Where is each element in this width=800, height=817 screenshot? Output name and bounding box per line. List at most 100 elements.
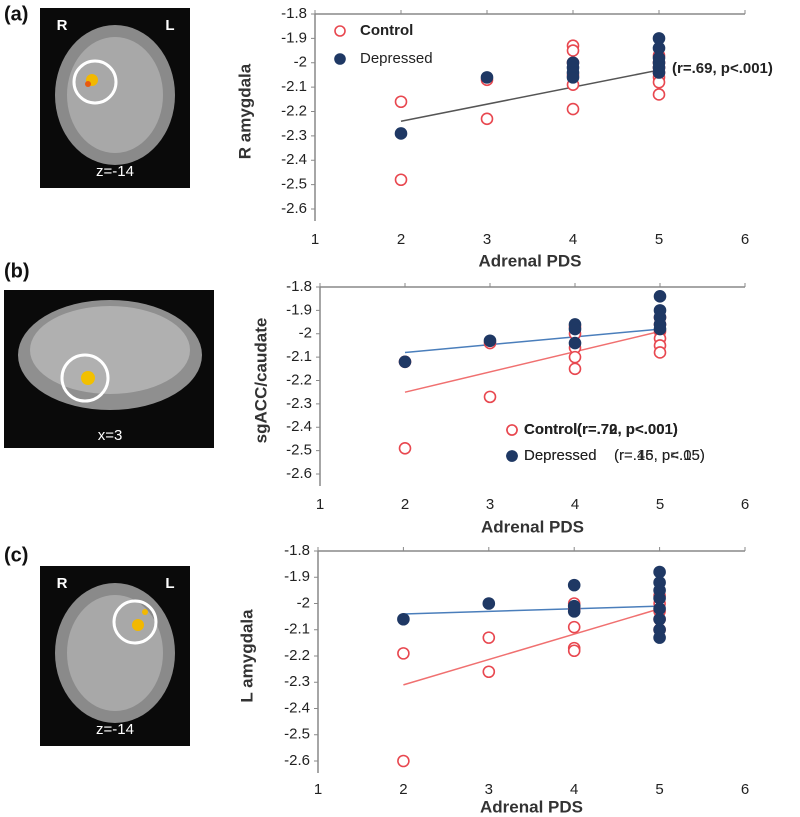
data-point xyxy=(480,71,494,84)
data-point xyxy=(394,173,408,187)
y-tick-label: -2.4 xyxy=(286,418,312,435)
y-tick-label: -2.2 xyxy=(284,647,310,664)
x-tick-label: 3 xyxy=(486,496,494,513)
legend-label: Depressed xyxy=(360,50,433,67)
y-tick-label: -2.3 xyxy=(286,395,312,412)
x-tick-label: 5 xyxy=(655,781,663,798)
data-point xyxy=(566,44,580,57)
fit-line xyxy=(404,330,661,393)
data-point xyxy=(653,290,667,303)
y-tick-label: -1.8 xyxy=(281,5,307,22)
y-tick-label: -2.6 xyxy=(284,752,310,769)
y-tick-label: -2 xyxy=(297,594,310,611)
data-point xyxy=(567,644,581,658)
data-point xyxy=(480,112,494,126)
fit-annotation: (r=.46, p<.05) xyxy=(614,447,705,464)
fit-line xyxy=(403,605,660,615)
data-point xyxy=(398,355,412,369)
legend-marker xyxy=(506,450,518,462)
fit-annotation: (r=.70, p<.001) xyxy=(577,421,678,438)
fit-line xyxy=(400,69,660,122)
y-tick-label: -2.1 xyxy=(286,348,312,365)
x-tick-label: 4 xyxy=(569,231,577,248)
y-tick-label: -2 xyxy=(299,325,312,342)
y-axis-title: L amygdala xyxy=(237,609,256,703)
y-axis-title: R amygdala xyxy=(235,63,254,159)
x-tick-label: 3 xyxy=(483,231,491,248)
x-tick-label: 6 xyxy=(741,781,749,798)
data-point xyxy=(394,127,408,140)
y-tick-label: -2.4 xyxy=(281,151,307,168)
x-tick-label: 6 xyxy=(741,496,749,513)
data-point xyxy=(566,102,580,116)
fit-annotation: (r=.72, p<.001) xyxy=(577,421,678,438)
data-point xyxy=(653,591,666,605)
fit-annotation: (r=.15, p=.15) xyxy=(614,447,705,464)
y-tick-label: -1.8 xyxy=(284,542,310,559)
legend-label: Control xyxy=(524,421,577,438)
data-point xyxy=(653,346,667,359)
image-label: z=-14 xyxy=(96,163,134,180)
x-tick-label: 2 xyxy=(401,496,409,513)
brain-image xyxy=(4,290,214,448)
x-tick-label: 1 xyxy=(311,231,319,248)
data-point xyxy=(568,362,582,376)
data-point xyxy=(397,647,410,660)
data-point xyxy=(568,322,582,336)
legend-label: Control xyxy=(524,421,577,438)
legend-label: Depressed xyxy=(524,447,597,464)
x-tick-label: 4 xyxy=(571,496,579,513)
data-point xyxy=(567,605,581,618)
fit-annotation: (r=.69, p<.001) xyxy=(672,60,773,77)
data-point xyxy=(653,565,666,579)
data-point xyxy=(397,754,410,768)
data-point xyxy=(567,620,581,634)
data-point xyxy=(652,88,666,101)
data-point xyxy=(653,631,666,644)
legend-label: Depressed xyxy=(524,447,597,464)
data-point xyxy=(398,441,412,455)
legend-marker xyxy=(506,424,518,436)
data-point xyxy=(566,71,580,84)
brain-image xyxy=(40,8,190,188)
x-tick-label: 2 xyxy=(399,781,407,798)
fit-line xyxy=(404,328,661,354)
y-tick-label: -2.6 xyxy=(281,200,307,217)
image-label: L xyxy=(165,575,174,592)
y-tick-label: -2.5 xyxy=(284,726,310,743)
x-axis-title: Adrenal PDS xyxy=(480,797,583,816)
panel-label: (c) xyxy=(4,544,28,566)
data-point xyxy=(483,334,497,348)
x-tick-label: 1 xyxy=(314,781,322,798)
y-axis-title: sgACC/caudate xyxy=(251,318,270,444)
image-label: L xyxy=(165,17,174,34)
legend-marker xyxy=(334,25,346,37)
y-tick-label: -2.4 xyxy=(284,699,310,716)
data-point xyxy=(482,665,496,679)
y-tick-label: -1.9 xyxy=(284,568,310,585)
x-tick-label: 1 xyxy=(316,496,324,513)
y-tick-label: -2.3 xyxy=(284,673,310,690)
x-tick-label: 5 xyxy=(655,231,663,248)
data-point xyxy=(482,631,496,644)
data-point xyxy=(394,95,408,109)
y-tick-label: -1.9 xyxy=(286,301,312,318)
x-axis-title: Adrenal PDS xyxy=(479,251,582,270)
y-tick-label: -2.1 xyxy=(281,78,307,95)
data-point xyxy=(653,602,666,616)
x-tick-label: 3 xyxy=(485,781,493,798)
y-tick-label: -2.1 xyxy=(284,621,310,638)
y-tick-label: -2 xyxy=(294,54,307,71)
data-point xyxy=(652,66,666,79)
data-point xyxy=(568,350,582,364)
x-tick-label: 4 xyxy=(570,781,578,798)
data-point xyxy=(568,336,582,350)
brain-image xyxy=(40,566,190,746)
y-tick-label: -2.5 xyxy=(281,176,307,193)
data-point xyxy=(397,612,410,626)
y-tick-label: -2.3 xyxy=(281,127,307,144)
data-point xyxy=(567,578,581,592)
data-point xyxy=(653,322,667,336)
panel-label: (a) xyxy=(4,3,28,25)
